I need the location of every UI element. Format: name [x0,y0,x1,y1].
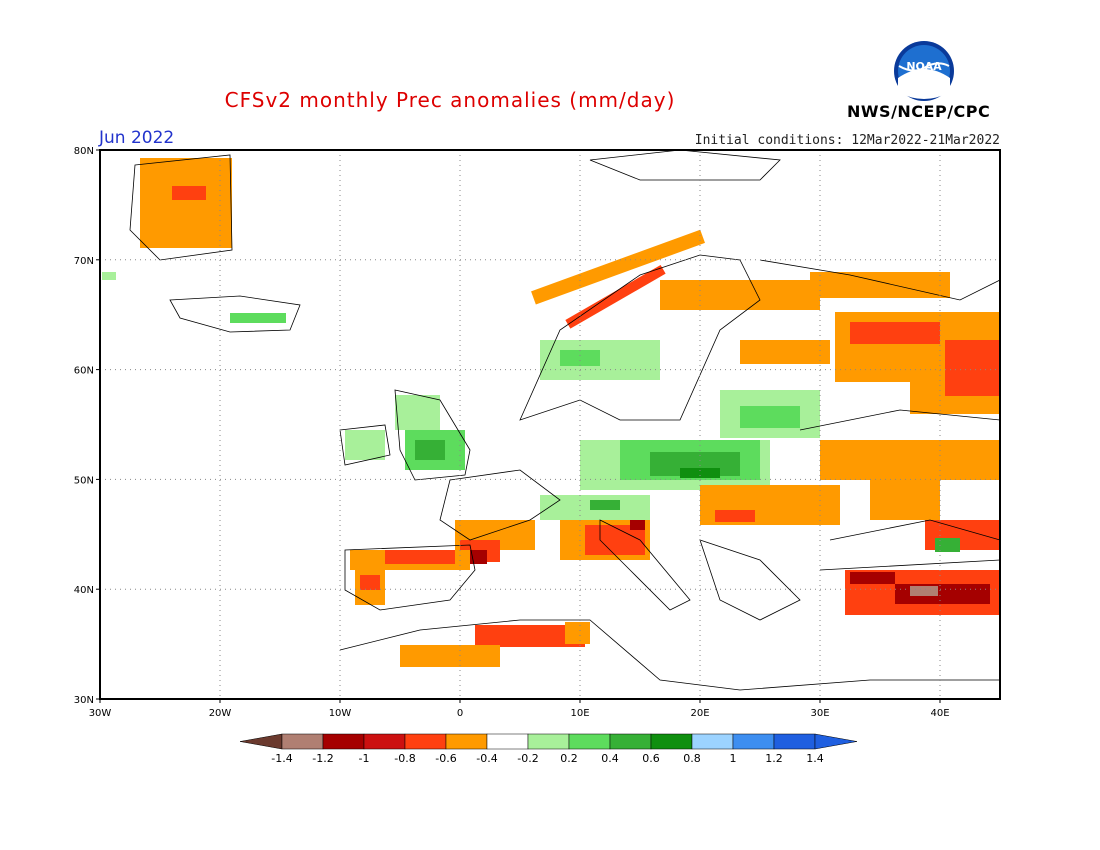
coastlines [129,149,1001,691]
colorbar-label: -0.2 [517,752,538,765]
colorbar-lower-arrow [239,733,283,750]
colorbar-label: -0.4 [476,752,497,765]
x-tick-label: 20E [690,708,709,719]
colorbar-swatch [609,733,652,750]
colorbar: -1.4 -1.2 -1 -0.8 -0.6 -0.4 -0.2 0.2 0.4 0.6 0.8 1 1… [239,733,858,765]
x-tick-label: 10E [570,708,589,719]
x-tick-label: 0 [457,708,463,719]
map-frame [99,149,1001,700]
colorbar-swatch [527,733,570,750]
colorbar-swatch [363,733,406,750]
colorbar-swatch [486,733,529,750]
y-tick-label: 30N [74,695,94,706]
colorbar-label: -1.4 [271,752,292,765]
y-tick-label: 60N [74,366,94,377]
logo-text: NOAA [906,60,942,73]
map-title: CFSv2 monthly Prec anomalies (mm/day) [224,88,676,112]
colorbar-label: -0.8 [394,752,415,765]
colorbar-label: 0.8 [683,752,701,765]
axis-labels: 30W 20W 10W 0 10E 20E 30E 40E 80N 70N 60N 50N 40N 30N [74,146,950,719]
x-tick-label: 10W [329,708,352,719]
x-tick-label: 30W [89,708,112,719]
map-grid [100,150,1000,699]
agency-label: NWS/NCEP/CPC [847,102,991,121]
x-tick-label: 20W [209,708,232,719]
colorbar-swatch [691,733,734,750]
colorbar-label: 1 [730,752,737,765]
y-tick-label: 80N [74,146,94,157]
initial-conditions: Initial conditions: 12Mar2022-21Mar2022 [694,133,1000,148]
colorbar-label: -1.2 [312,752,333,765]
colorbar-label: 0.2 [560,752,578,765]
colorbar-upper-arrow [814,733,858,750]
y-tick-label: 70N [74,256,94,267]
colorbar-swatch [322,733,365,750]
noaa-logo-icon: NOAA [894,41,954,101]
x-tick-label: 40E [930,708,949,719]
colorbar-swatch [404,733,447,750]
y-tick-label: 40N [74,585,94,596]
anomaly-patches [102,158,1000,667]
forecast-month: Jun 2022 [99,128,175,148]
colorbar-swatch [568,733,611,750]
y-tick-label: 50N [74,475,94,486]
colorbar-swatch [445,733,488,750]
colorbar-label: 0.4 [601,752,619,765]
x-tick-label: 30E [810,708,829,719]
colorbar-swatch [281,733,324,750]
colorbar-swatch [650,733,693,750]
colorbar-label: -1 [359,752,370,765]
colorbar-label: 1.2 [765,752,783,765]
colorbar-label: 0.6 [642,752,660,765]
colorbar-label: 1.4 [806,752,824,765]
colorbar-swatch [732,733,775,750]
colorbar-label: -0.6 [435,752,456,765]
colorbar-swatch [773,733,816,750]
